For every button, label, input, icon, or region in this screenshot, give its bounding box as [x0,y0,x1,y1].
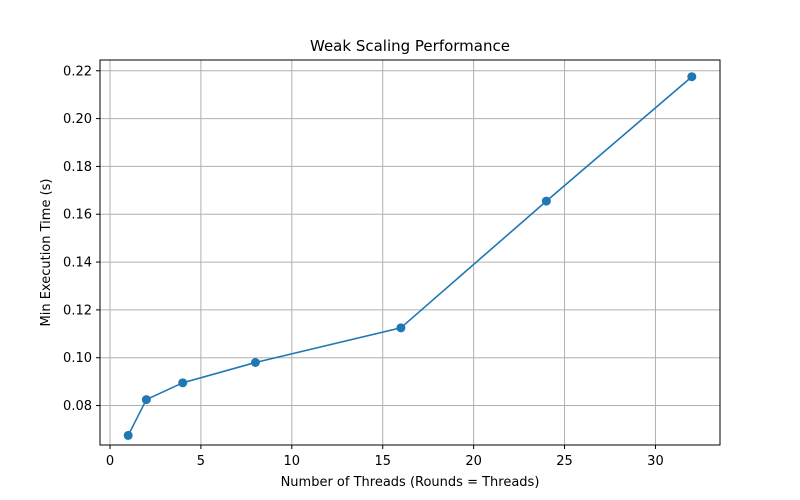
x-tick-label: 30 [647,454,664,469]
x-tick-label: 15 [374,454,391,469]
x-tick-label: 10 [284,454,301,469]
data-point [123,430,133,440]
grid [100,60,720,445]
y-tick-label: 0.18 [63,160,92,175]
y-tick-label: 0.10 [63,351,92,366]
y-tick-label: 0.08 [63,399,92,414]
x-axis-label: Number of Threads (Rounds = Threads) [281,475,540,490]
series-layer [123,72,697,440]
chart-title: Weak Scaling Performance [310,37,510,55]
data-point [178,378,188,388]
x-tick-label: 20 [465,454,482,469]
y-tick-label: 0.16 [63,208,92,223]
y-tick-label: 0.22 [63,64,92,79]
plot-frame [99,59,721,446]
y-tick-label: 0.14 [63,256,92,271]
x-tick-label: 5 [197,454,205,469]
data-point [250,358,260,367]
y-tick-label: 0.12 [63,303,92,318]
data-point [141,395,151,405]
y-axis-ticks: 0.08 0.10 0.12 0.14 0.16 0.18 0.20 0.22 [63,64,100,414]
data-point [687,72,697,82]
data-point [396,323,406,333]
x-axis-ticks: 0 5 10 15 20 25 30 [106,445,664,469]
y-tick-label: 0.20 [63,112,92,127]
x-tick-label: 0 [106,454,114,469]
data-point [541,196,551,206]
x-tick-label: 25 [556,454,573,469]
y-axis-label: Min Execution Time (s) [39,179,54,327]
